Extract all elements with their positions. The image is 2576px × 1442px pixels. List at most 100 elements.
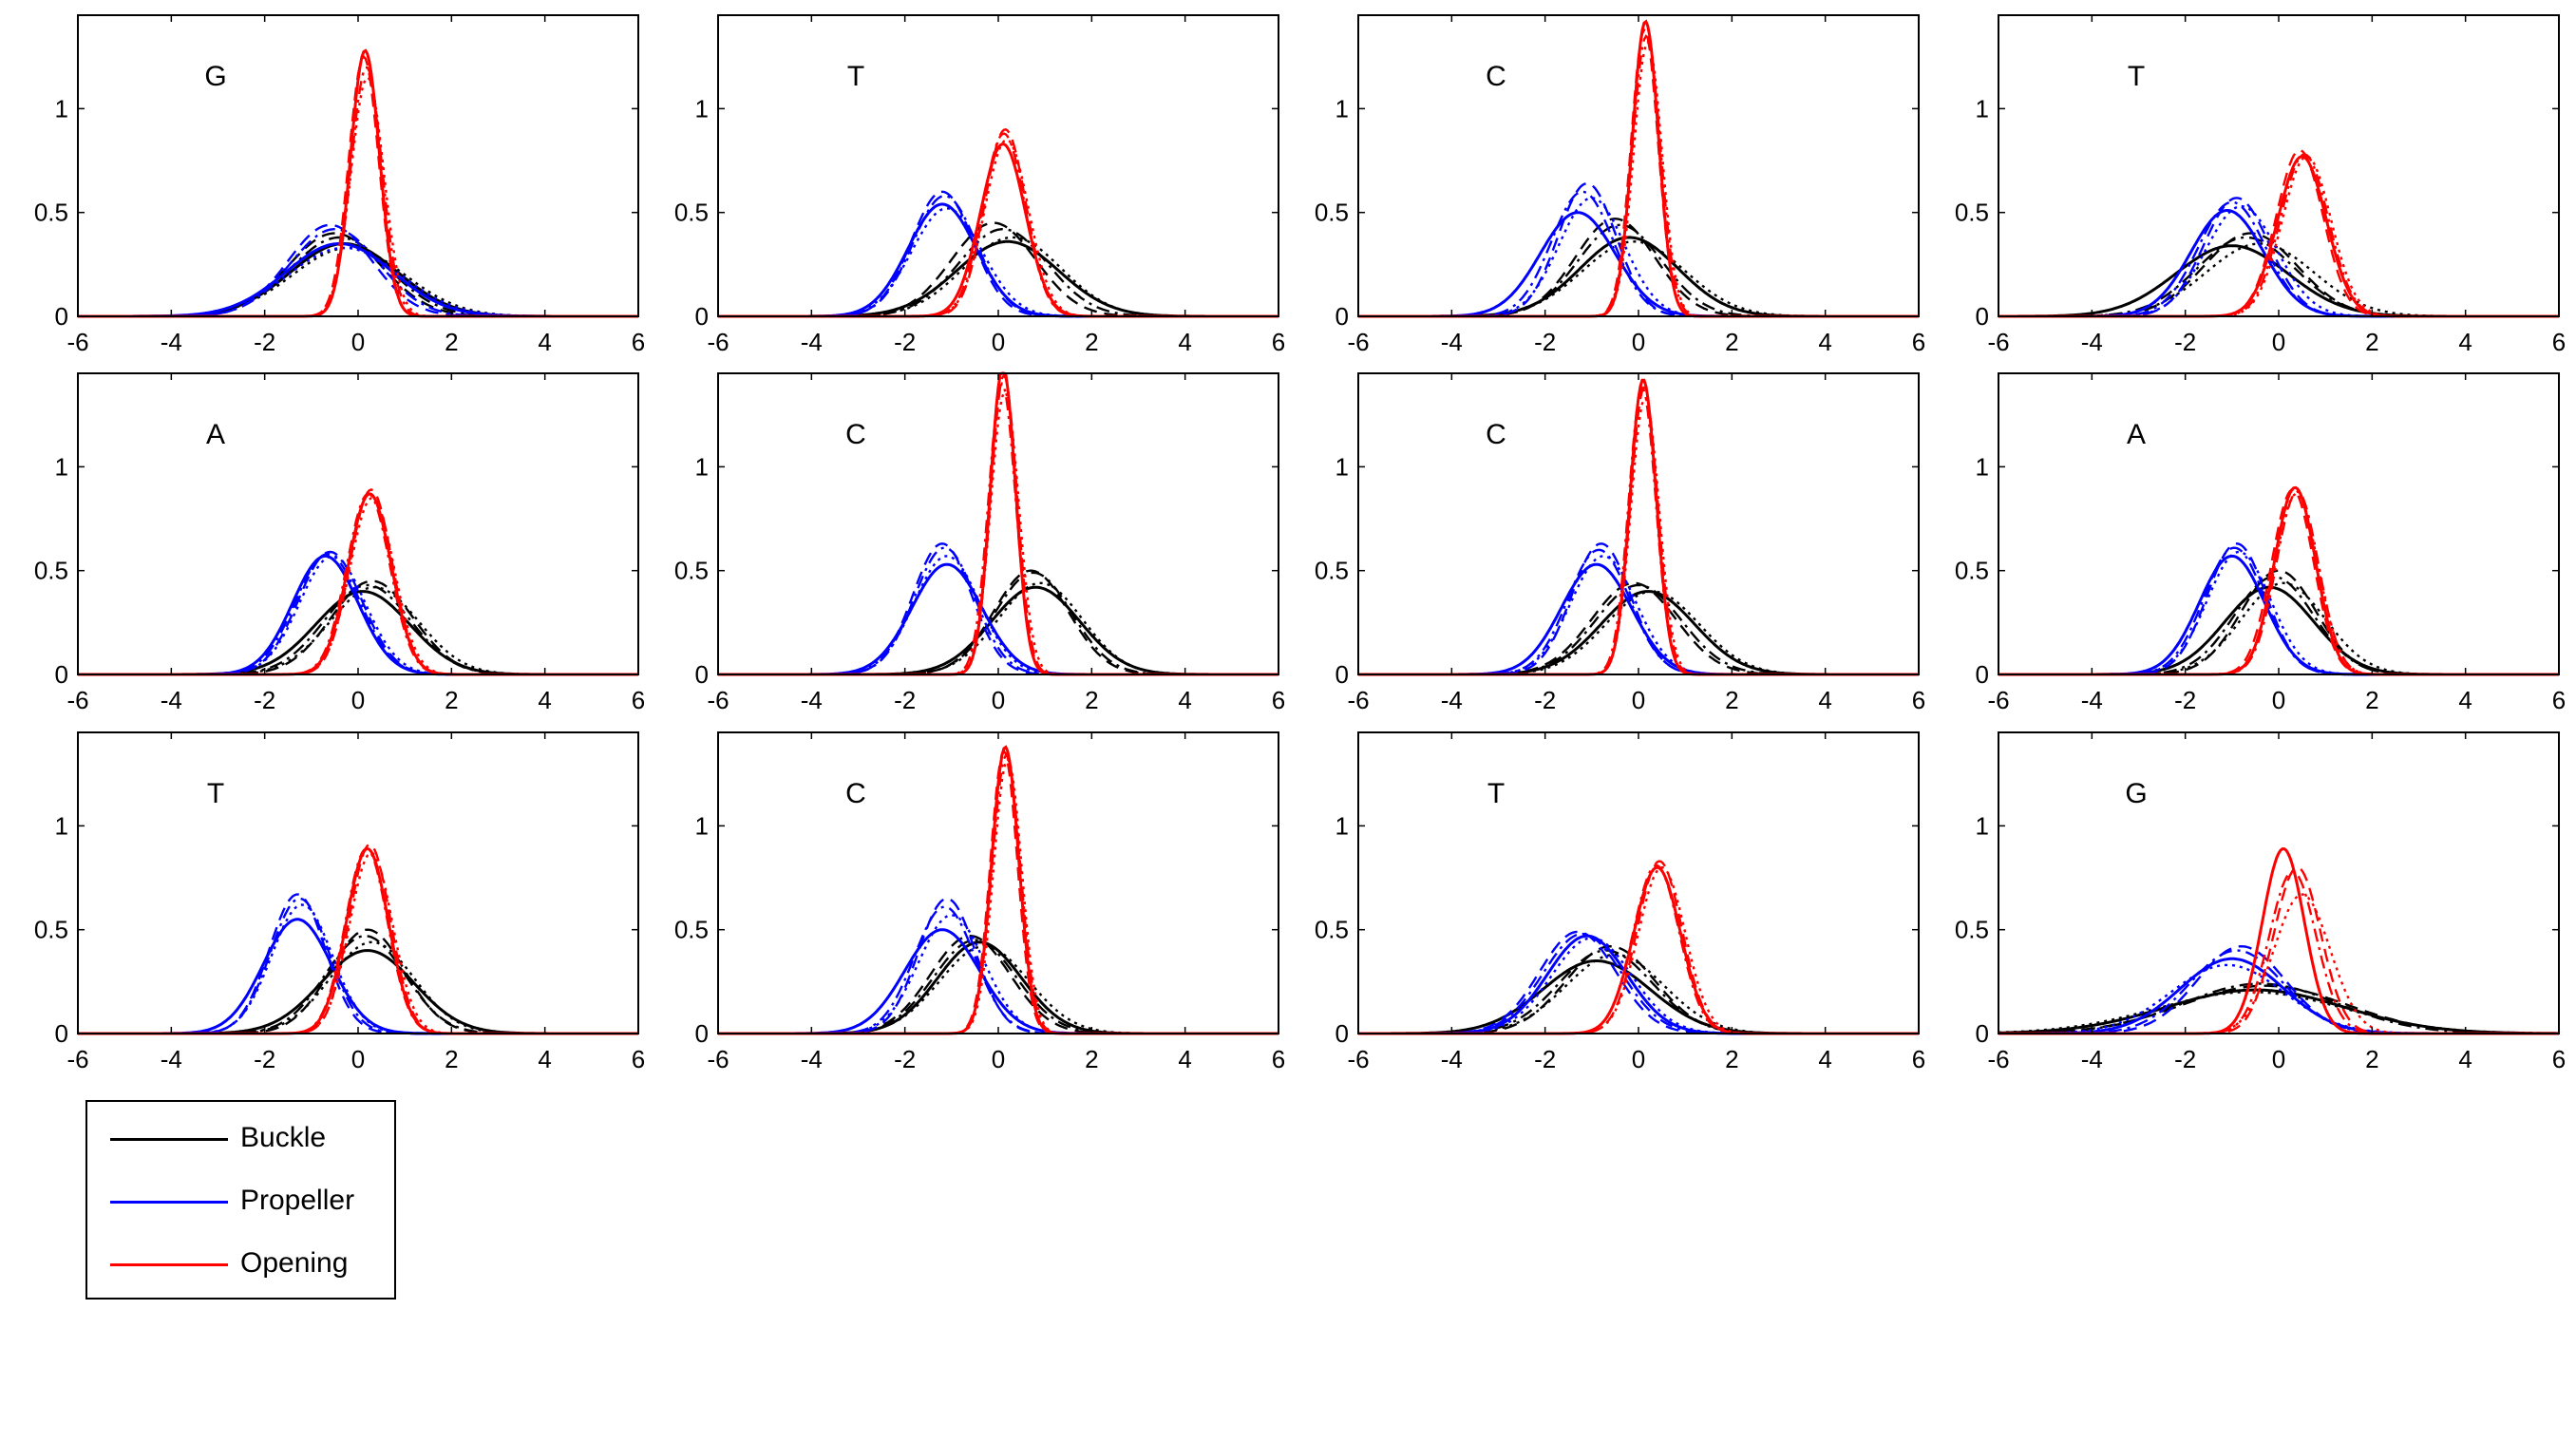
series-opening-dashdot <box>78 66 638 318</box>
x-tick-label: -2 <box>254 328 275 356</box>
series-opening-dotted <box>1358 397 1919 676</box>
series-buckle-dashdot <box>718 571 1279 676</box>
series-opening-dashdot <box>1998 153 2559 318</box>
x-tick-label: -4 <box>801 328 823 356</box>
series-buckle-dashed <box>1998 569 2559 676</box>
axes-frame <box>1357 731 1920 1034</box>
x-tick-label: -2 <box>2174 1045 2196 1073</box>
series-opening-dashdot <box>1358 386 1919 676</box>
series-buckle-solid <box>1998 244 2559 318</box>
x-tick-label: 6 <box>1912 1045 1925 1073</box>
y-tick-label: 1 <box>1976 94 1989 123</box>
series-opening-dashed <box>1358 860 1919 1035</box>
y-tick-label: 0 <box>1335 302 1349 331</box>
y-tick-label: 0.5 <box>674 916 709 944</box>
x-tick-label: 6 <box>2552 1045 2566 1073</box>
x-tick-label: 0 <box>1632 328 1645 356</box>
series-opening-solid <box>78 48 638 318</box>
y-tick-label: 0.5 <box>34 199 68 227</box>
x-tick-label: 4 <box>2458 328 2472 356</box>
y-tick-label: 1 <box>1335 811 1349 840</box>
legend-swatch-opening <box>110 1263 228 1266</box>
series-opening-solid <box>1998 485 2559 676</box>
y-tick-label: 0.5 <box>34 916 68 944</box>
series-buckle-solid <box>718 940 1279 1035</box>
y-tick-label: 0 <box>1976 1019 1989 1048</box>
x-tick-label: -4 <box>1441 1045 1463 1073</box>
series-opening-dashdot <box>718 381 1279 676</box>
x-tick-label: -2 <box>2174 328 2196 356</box>
x-tick-label: -6 <box>66 686 88 714</box>
panel-base-label: C <box>845 419 866 450</box>
y-tick-label: 1 <box>695 452 709 481</box>
series-buckle-solid <box>1358 236 1919 318</box>
panel-7: -6 -4 -2 0 2 4 6 0 0.5 1 C <box>1315 372 1925 714</box>
x-tick-label: 0 <box>351 686 365 714</box>
x-tick-label: 0 <box>992 1045 1005 1073</box>
x-tick-label: -2 <box>894 328 916 356</box>
series-propeller-dashdot <box>1998 546 2559 676</box>
series-propeller-solid <box>1998 957 2559 1035</box>
series-propeller-dashdot <box>1358 190 1919 318</box>
x-tick-label: -6 <box>66 1045 88 1073</box>
y-tick-label: 0.5 <box>674 557 709 585</box>
axes-frame <box>77 14 639 317</box>
x-tick-label: 4 <box>538 1045 551 1073</box>
series-buckle-dotted <box>1998 991 2559 1034</box>
legend-swatch-buckle <box>110 1138 228 1141</box>
panel-base-label: C <box>845 778 866 809</box>
series-buckle-dotted <box>1358 953 1919 1035</box>
panel-base-label: T <box>2128 61 2145 92</box>
x-tick-label: 6 <box>2552 686 2566 714</box>
panel-9: -6 -4 -2 0 2 4 6 0 0.5 1 T <box>34 731 645 1073</box>
panel-11: -6 -4 -2 0 2 4 6 0 0.5 1 T <box>1315 731 1925 1073</box>
series-propeller-dotted <box>1358 197 1919 318</box>
panel-5: -6 -4 -2 0 2 4 6 0 0.5 1 A <box>34 372 645 714</box>
x-tick-label: 2 <box>445 1045 458 1073</box>
x-tick-label: 2 <box>2365 1045 2378 1073</box>
x-tick-label: 2 <box>1725 328 1738 356</box>
x-tick-label: -6 <box>707 686 729 714</box>
x-tick-label: -6 <box>66 328 88 356</box>
x-tick-label: 4 <box>1818 1045 1831 1073</box>
x-tick-label: 6 <box>1272 686 1285 714</box>
x-tick-label: 4 <box>538 686 551 714</box>
x-tick-label: 0 <box>1632 1045 1645 1073</box>
series-buckle-dotted <box>1358 240 1919 318</box>
y-tick-label: 0.5 <box>1955 199 1989 227</box>
panel-base-label: T <box>1487 778 1505 809</box>
series-buckle-dashed <box>718 569 1279 676</box>
panel-base-label: A <box>2127 419 2146 450</box>
series-buckle-dotted <box>78 246 638 318</box>
series-propeller-dashed <box>1998 542 2559 676</box>
x-tick-label: -2 <box>254 686 275 714</box>
y-tick-label: 1 <box>1335 94 1349 123</box>
y-tick-label: 0.5 <box>1955 916 1989 944</box>
series-propeller-dashdot <box>718 905 1279 1035</box>
y-tick-label: 0.5 <box>674 199 709 227</box>
series-propeller-dotted <box>78 246 638 318</box>
panel-base-label: G <box>2125 778 2147 809</box>
x-tick-label: 4 <box>1178 686 1191 714</box>
axes-frame <box>717 14 1279 317</box>
y-tick-label: 0.5 <box>1315 199 1349 227</box>
x-tick-label: -2 <box>254 1045 275 1073</box>
x-tick-label: -6 <box>1347 686 1369 714</box>
legend-entry-buckle: Buckle <box>110 1115 386 1163</box>
x-tick-label: -6 <box>1347 328 1369 356</box>
x-tick-label: -4 <box>2081 1045 2103 1073</box>
y-tick-label: 1 <box>55 811 68 840</box>
series-buckle-dashed <box>1358 218 1919 318</box>
y-tick-label: 0 <box>55 302 68 331</box>
x-tick-label: 0 <box>2272 1045 2285 1073</box>
x-tick-label: 4 <box>1178 1045 1191 1073</box>
y-tick-label: 0 <box>1335 1019 1349 1048</box>
x-tick-label: -4 <box>801 686 823 714</box>
series-opening-solid <box>78 492 638 676</box>
x-tick-label: 6 <box>632 328 645 356</box>
x-tick-label: 6 <box>1912 686 1925 714</box>
series-propeller-dotted <box>718 914 1279 1035</box>
x-tick-label: 2 <box>1725 1045 1738 1073</box>
x-tick-label: -6 <box>1987 328 2009 356</box>
series-opening-dotted <box>718 391 1279 676</box>
